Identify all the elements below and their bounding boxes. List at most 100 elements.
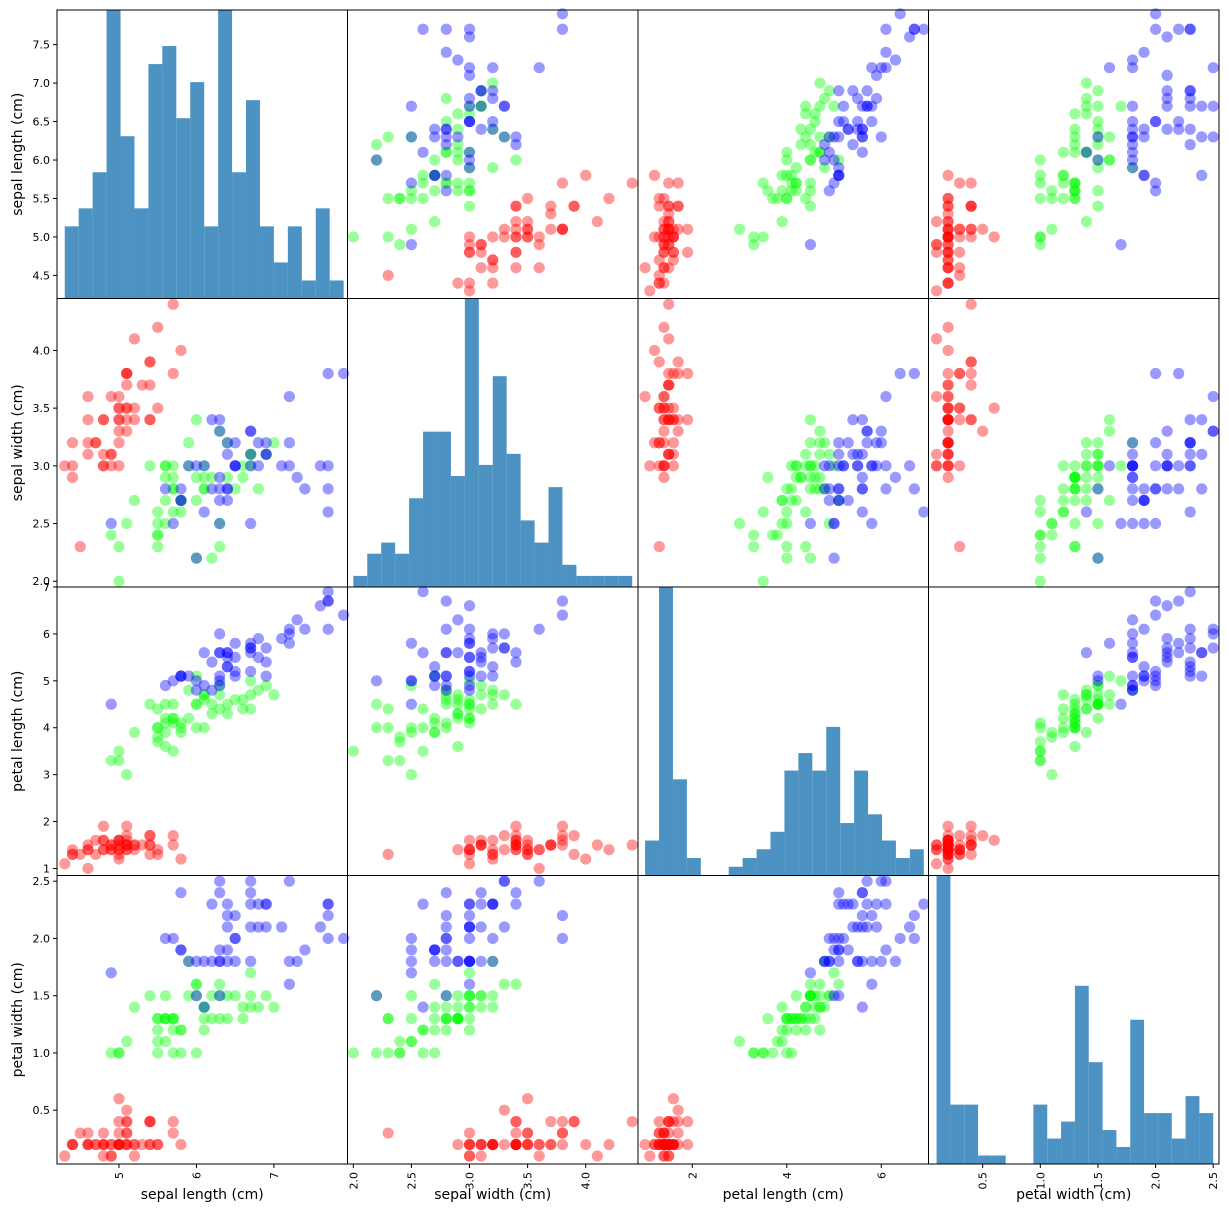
point-virginica-40 <box>1196 448 1208 460</box>
point-setosa-33 <box>152 844 164 856</box>
point-setosa-26 <box>113 834 125 846</box>
point-setosa-10 <box>942 839 954 851</box>
point-virginica-46 <box>214 517 226 530</box>
point-setosa-24 <box>97 820 110 832</box>
point-virginica-24 <box>245 425 257 437</box>
point-virginica-37 <box>852 448 864 460</box>
point-versicolor-17 <box>1034 494 1046 507</box>
y-tick-label: 2.5 <box>33 518 51 531</box>
x-tick-label: 6 <box>875 1172 888 1179</box>
point-setosa-6 <box>82 1127 94 1139</box>
point-virginica-42 <box>429 169 441 182</box>
point-virginica-20 <box>861 85 873 97</box>
point-setosa-21 <box>121 379 133 391</box>
point-versicolor-42 <box>417 722 429 734</box>
point-virginica-47 <box>837 460 850 472</box>
point-virginica-22 <box>440 932 452 945</box>
point-setosa-16 <box>653 356 665 368</box>
point-setosa-5 <box>672 200 684 212</box>
y-tick-label: 6 <box>43 628 50 641</box>
point-virginica-46 <box>828 131 840 143</box>
point-virginica-46 <box>828 944 840 956</box>
point-virginica-0 <box>1207 628 1219 640</box>
point-setosa-7 <box>942 839 954 851</box>
point-versicolor-10 <box>347 745 359 757</box>
hist-bar-pw-1 <box>950 1104 965 1164</box>
point-setosa-43 <box>988 231 1000 243</box>
point-setosa-27 <box>522 1138 534 1151</box>
point-virginica-17 <box>322 367 334 380</box>
point-versicolor-37 <box>214 1013 226 1025</box>
point-setosa-23 <box>672 1104 684 1116</box>
point-setosa-25 <box>667 460 680 472</box>
point-virginica-3 <box>452 647 464 659</box>
point-setosa-16 <box>568 848 580 860</box>
histogram-pw <box>936 875 1214 1164</box>
point-versicolor-11 <box>183 712 195 724</box>
point-setosa-17 <box>522 844 534 856</box>
point-versicolor-30 <box>152 529 164 541</box>
point-virginica-39 <box>475 85 487 97</box>
point-virginica-15 <box>487 898 499 910</box>
point-versicolor-21 <box>781 146 793 158</box>
point-setosa-0 <box>121 844 133 856</box>
point-virginica-39 <box>847 85 859 97</box>
point-versicolor-12 <box>1034 722 1046 734</box>
point-versicolor-33 <box>190 978 203 990</box>
point-versicolor-28 <box>190 990 203 1002</box>
point-setosa-12 <box>930 246 943 258</box>
point-versicolor-40 <box>1057 506 1069 518</box>
point-virginica-49 <box>1126 670 1139 682</box>
point-virginica-20 <box>1184 642 1196 654</box>
point-setosa-13 <box>59 460 71 472</box>
point-setosa-16 <box>144 1116 156 1128</box>
y-tick-label: 4 <box>43 722 50 735</box>
point-virginica-44 <box>245 875 257 887</box>
point-virginica-29 <box>463 637 476 649</box>
point-versicolor-34 <box>1092 460 1104 472</box>
point-setosa-23 <box>121 1104 133 1116</box>
point-versicolor-36 <box>1092 100 1104 112</box>
point-setosa-7 <box>510 231 522 243</box>
point-versicolor-22 <box>1092 517 1104 530</box>
point-setosa-22 <box>639 390 651 403</box>
point-versicolor-49 <box>167 1013 179 1025</box>
point-virginica-12 <box>852 92 864 105</box>
point-versicolor-14 <box>159 471 172 483</box>
point-setosa-38 <box>942 460 954 472</box>
point-virginica-48 <box>1184 656 1196 668</box>
point-setosa-49 <box>658 231 670 243</box>
point-virginica-13 <box>405 675 418 687</box>
point-virginica-27 <box>198 955 210 967</box>
point-setosa-33 <box>603 1138 615 1151</box>
point-setosa-0 <box>121 402 133 414</box>
scatter-panel-sl-vs-pw <box>59 875 350 1162</box>
point-virginica-21 <box>1149 185 1162 197</box>
point-versicolor-32 <box>1057 726 1069 739</box>
point-setosa-10 <box>942 379 954 391</box>
point-versicolor-32 <box>429 726 441 739</box>
point-versicolor-46 <box>452 177 464 189</box>
point-virginica-10 <box>833 115 845 128</box>
point-setosa-16 <box>965 848 977 860</box>
point-versicolor-8 <box>1069 693 1081 706</box>
x-tick-label: 2.0 <box>347 1172 360 1190</box>
point-virginica-14 <box>833 887 845 899</box>
point-setosa-10 <box>942 200 954 212</box>
point-setosa-49 <box>113 844 125 856</box>
point-versicolor-6 <box>498 978 510 990</box>
point-virginica-25 <box>1126 62 1139 74</box>
point-setosa-46 <box>942 223 954 235</box>
point-virginica-9 <box>283 623 295 635</box>
point-versicolor-3 <box>152 722 164 734</box>
point-versicolor-38 <box>463 1013 476 1025</box>
point-virginica-3 <box>1126 131 1139 143</box>
point-virginica-18 <box>1184 586 1196 598</box>
point-setosa-37 <box>105 1150 117 1162</box>
point-versicolor-24 <box>221 708 234 720</box>
point-setosa-30 <box>475 1138 487 1151</box>
point-setosa-20 <box>144 414 156 426</box>
point-virginica-8 <box>405 955 418 967</box>
point-virginica-43 <box>487 898 499 910</box>
point-setosa-24 <box>510 1138 522 1151</box>
